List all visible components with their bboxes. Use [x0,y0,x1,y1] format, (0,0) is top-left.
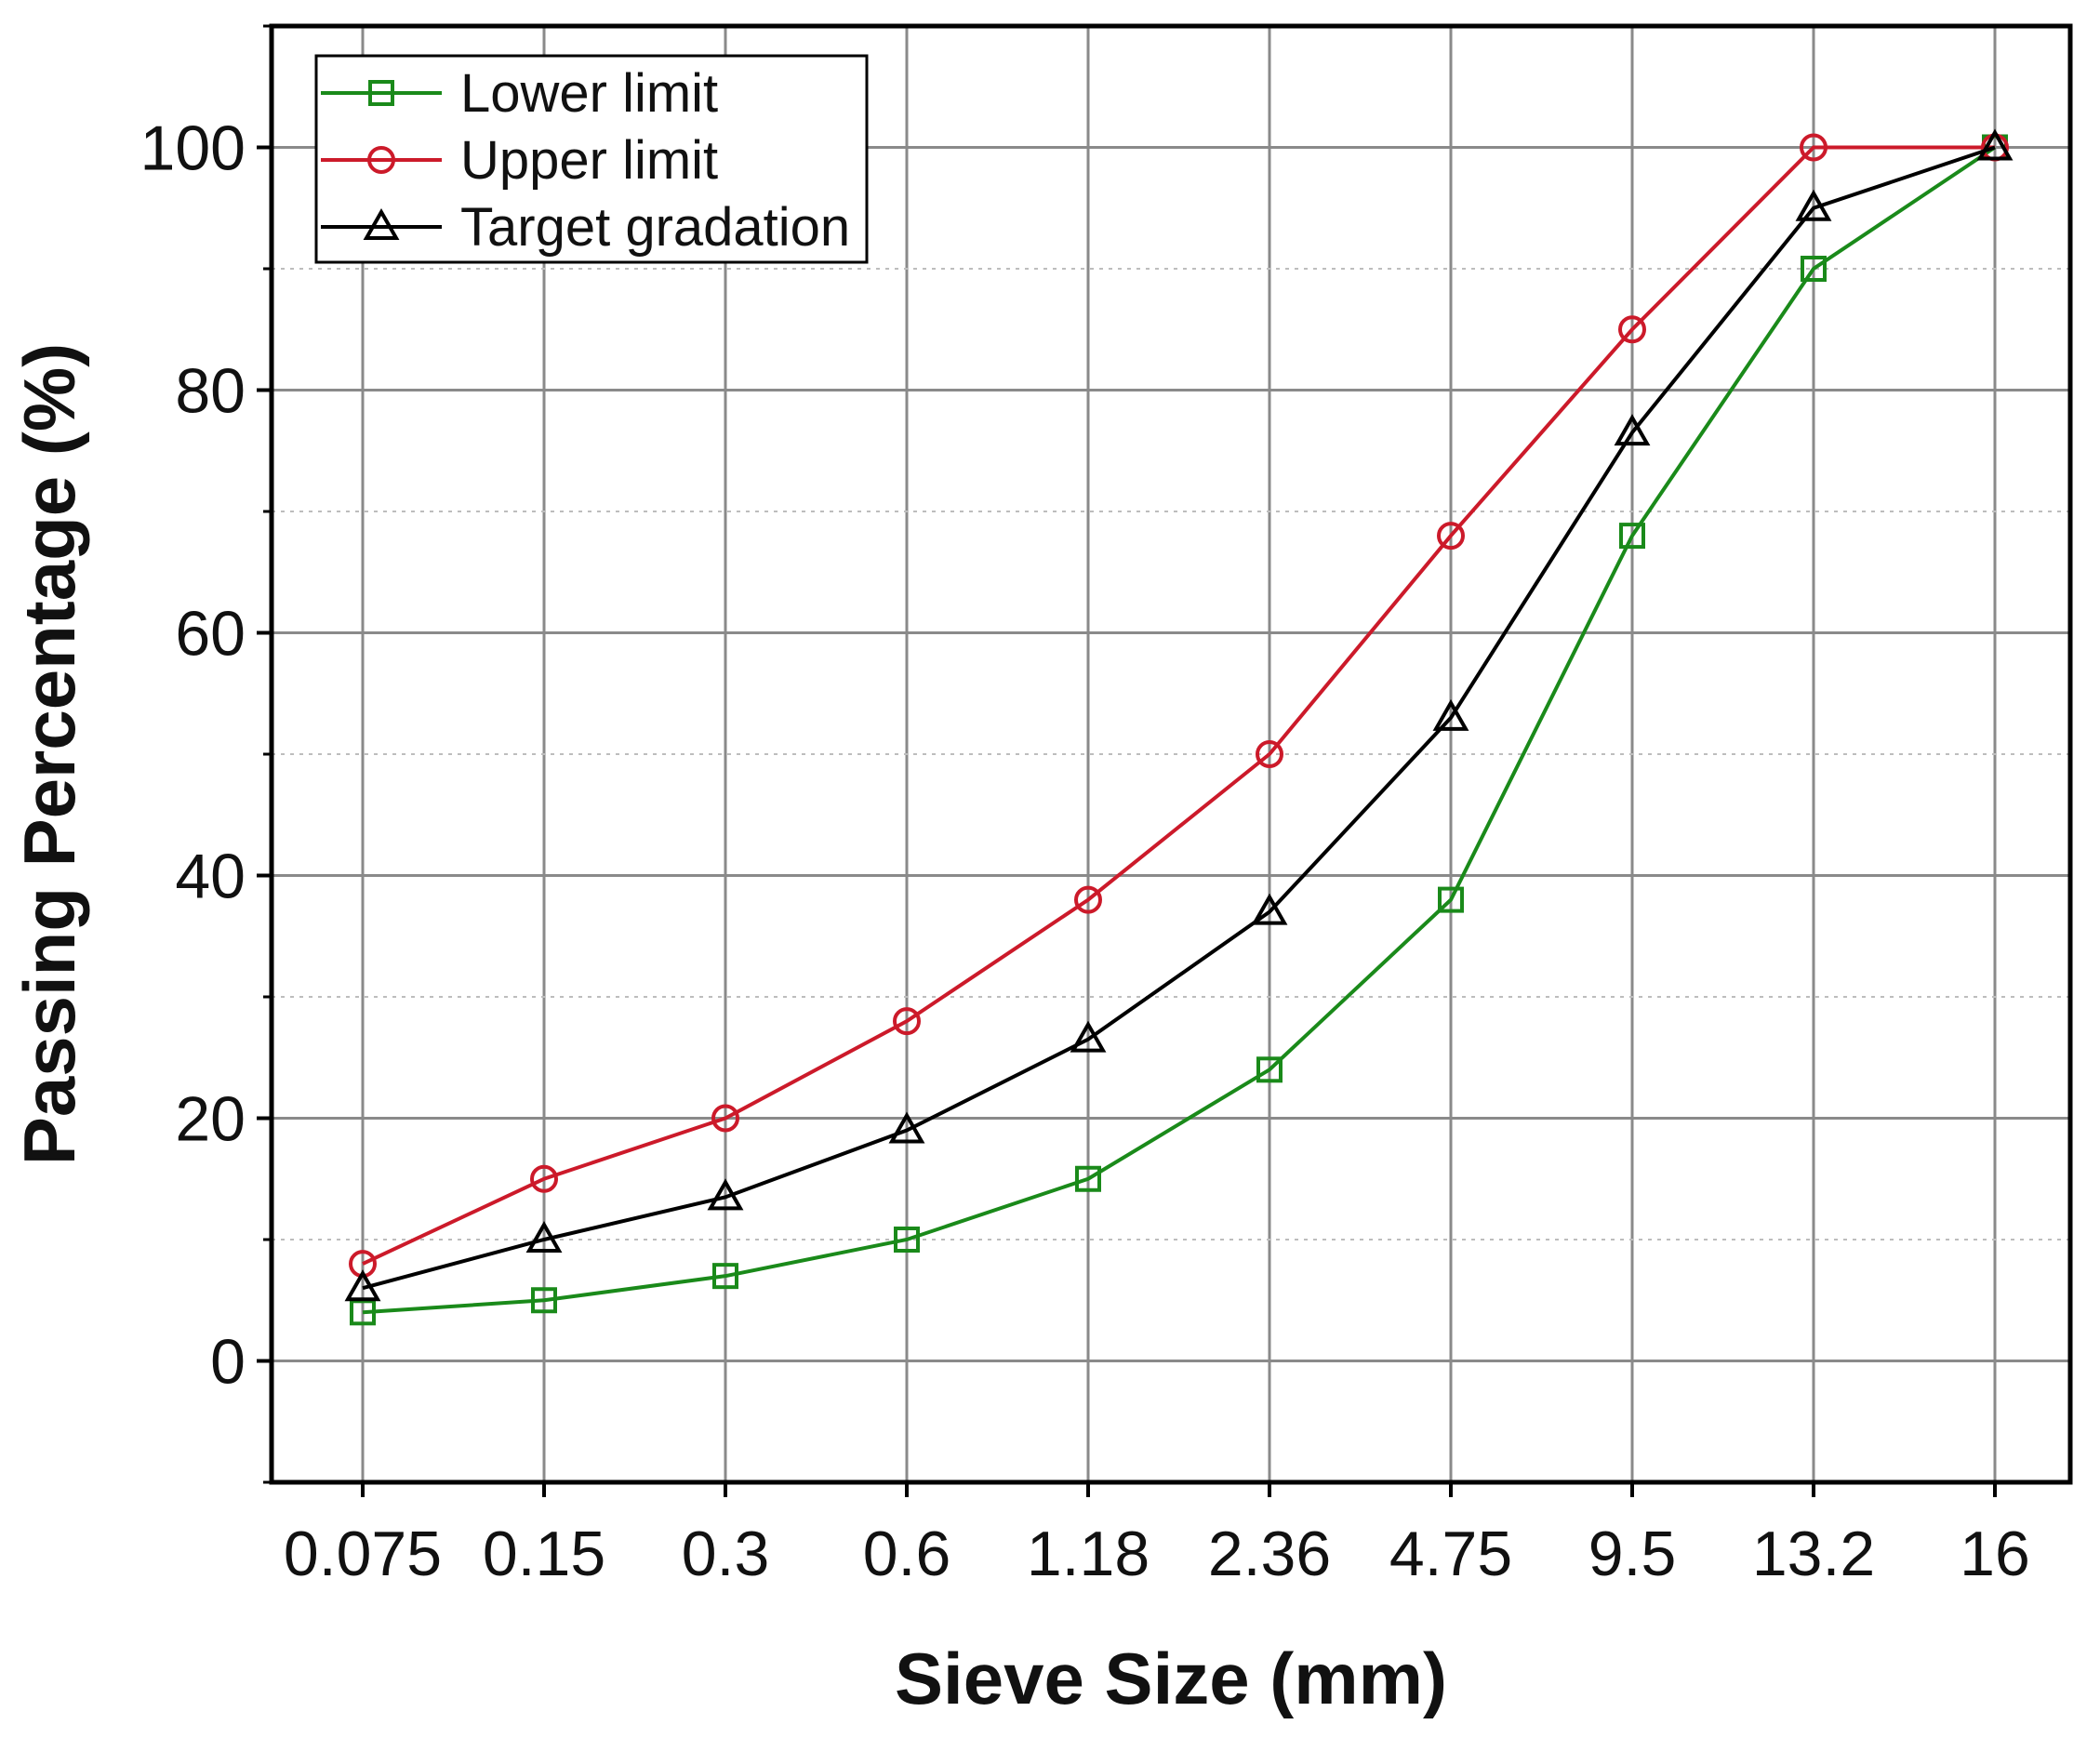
series-upper-limit [349,133,2009,1279]
legend-marker [368,80,394,106]
data-point-upper-limit [1437,522,1465,551]
data-point-target-gradation [1795,189,1832,221]
data-point-upper-limit [1800,133,1828,162]
data-point-upper-limit [711,1104,739,1133]
series-target-gradation [344,128,2014,1302]
data-point-target-gradation [1251,893,1288,925]
data-point-upper-limit [1256,740,1283,768]
x-tick-label: 16 [1960,1519,2030,1589]
data-point-target-gradation [1614,414,1651,446]
data-point-target-gradation [344,1269,381,1302]
x-tick-label: 0.6 [863,1519,951,1589]
data-point-upper-limit [530,1164,558,1193]
x-tick-label: 0.075 [284,1519,442,1589]
legend-marker [367,146,395,174]
y-tick-label: 100 [140,113,246,184]
axis-ticks: 0 20 40 60 80 100 0.075 0.15 0.3 0.6 1.18 2.36 4.75 9… [140,24,2030,1589]
data-point-lower-limit [1619,523,1645,550]
data-point-lower-limit [1438,886,1464,913]
x-tick-label: 0.3 [682,1519,770,1589]
y-tick-label: 80 [175,356,246,427]
legend-label: Upper limit [460,130,718,191]
series-lower-limit [350,134,2008,1326]
grid [272,26,2070,1482]
y-tick-label: 60 [175,599,246,670]
y-tick-label: 0 [210,1327,246,1398]
legend-item-target-gradation: Target gradation [321,197,850,258]
x-tick-label: 2.36 [1208,1519,1331,1589]
data-point-lower-limit [1075,1165,1101,1192]
series-group [344,128,2014,1326]
series-line-target-gradation [362,145,1996,1291]
legend-label: Target gradation [460,197,850,258]
y-tick-label: 40 [175,842,246,912]
data-point-target-gradation [707,1178,744,1211]
data-point-lower-limit [894,1227,920,1253]
legend-item-upper-limit: Upper limit [321,130,718,191]
x-tick-label: 0.15 [483,1519,605,1589]
y-axis-title: Passing Percentage (%) [8,343,90,1165]
x-tick-label: 1.18 [1027,1519,1150,1589]
series-line-lower-limit [362,145,1997,1315]
data-point-upper-limit [893,1007,921,1036]
data-point-upper-limit [1074,885,1102,914]
legend-label: Lower limit [460,63,718,124]
x-tick-label: 9.5 [1588,1519,1677,1589]
data-point-target-gradation [1976,128,2014,161]
data-point-lower-limit [350,1299,376,1326]
data-point-target-gradation [1432,698,1469,731]
data-point-lower-limit [1801,256,1827,282]
data-point-target-gradation [1070,1020,1107,1053]
data-point-target-gradation [525,1220,563,1253]
legend-item-lower-limit: Lower limit [321,63,718,124]
data-point-upper-limit [1618,315,1646,344]
x-tick-label: 4.75 [1389,1519,1512,1589]
x-axis-title: Sieve Size (mm) [895,1638,1447,1719]
data-point-lower-limit [531,1287,557,1314]
data-point-target-gradation [888,1111,925,1144]
series-line-upper-limit [362,145,1995,1266]
y-tick-label: 20 [175,1084,246,1155]
x-tick-label: 13.2 [1752,1519,1875,1589]
data-point-lower-limit [1256,1056,1283,1083]
legend-marker [363,207,400,240]
data-point-lower-limit [712,1263,738,1290]
